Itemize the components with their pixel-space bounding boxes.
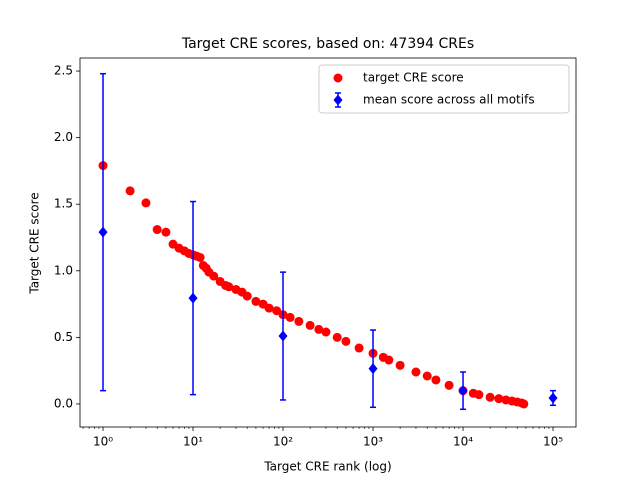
chart-title: Target CRE scores, based on: 47394 CREs	[181, 36, 474, 52]
point	[332, 332, 342, 342]
x-tick-label: 10³	[363, 435, 383, 449]
legend-marker	[333, 73, 343, 83]
point	[519, 399, 529, 409]
point	[494, 394, 504, 404]
point	[354, 343, 364, 353]
point	[422, 371, 432, 381]
point	[368, 363, 378, 375]
point	[485, 392, 495, 402]
point	[188, 292, 198, 304]
point	[285, 312, 295, 322]
x-axis-label: Target CRE rank (log)	[263, 460, 391, 474]
x-tick-label: 10¹	[183, 435, 203, 449]
y-tick-label: 2.5	[54, 64, 73, 78]
y-tick-label: 0.0	[54, 396, 73, 410]
legend-label: target CRE score	[363, 71, 464, 85]
point	[341, 336, 351, 346]
point	[152, 225, 162, 235]
point	[431, 375, 441, 385]
y-tick-label: 0.5	[54, 330, 73, 344]
point	[242, 291, 252, 301]
point	[458, 385, 468, 397]
x-tick-label: 10⁴	[453, 435, 473, 449]
legend-marker	[333, 94, 343, 106]
point	[98, 226, 108, 238]
point	[278, 330, 288, 342]
x-tick-label: 10²	[273, 435, 293, 449]
point	[305, 320, 315, 330]
point	[548, 392, 558, 404]
y-tick-label: 1.0	[54, 263, 73, 277]
point	[161, 227, 171, 237]
point	[209, 271, 219, 281]
point	[251, 296, 261, 306]
x-tick-label: 10⁰	[93, 435, 113, 449]
point	[141, 198, 151, 208]
point	[224, 282, 234, 292]
legend-box	[318, 64, 570, 114]
point	[474, 390, 484, 400]
legend-label: mean score across all motifs	[363, 93, 535, 107]
point	[125, 186, 135, 196]
y-tick-label: 2.0	[54, 130, 73, 144]
plot-frame	[79, 57, 577, 428]
point	[411, 367, 421, 377]
point	[314, 324, 324, 334]
point	[294, 316, 304, 326]
y-axis-label: Target CRE score	[28, 192, 42, 294]
point	[395, 360, 405, 370]
y-tick-label: 1.5	[54, 197, 73, 211]
point	[195, 252, 205, 262]
point	[444, 380, 454, 390]
point	[384, 355, 394, 365]
point	[321, 327, 331, 337]
x-tick-label: 10⁵	[543, 435, 563, 449]
point	[264, 303, 274, 313]
